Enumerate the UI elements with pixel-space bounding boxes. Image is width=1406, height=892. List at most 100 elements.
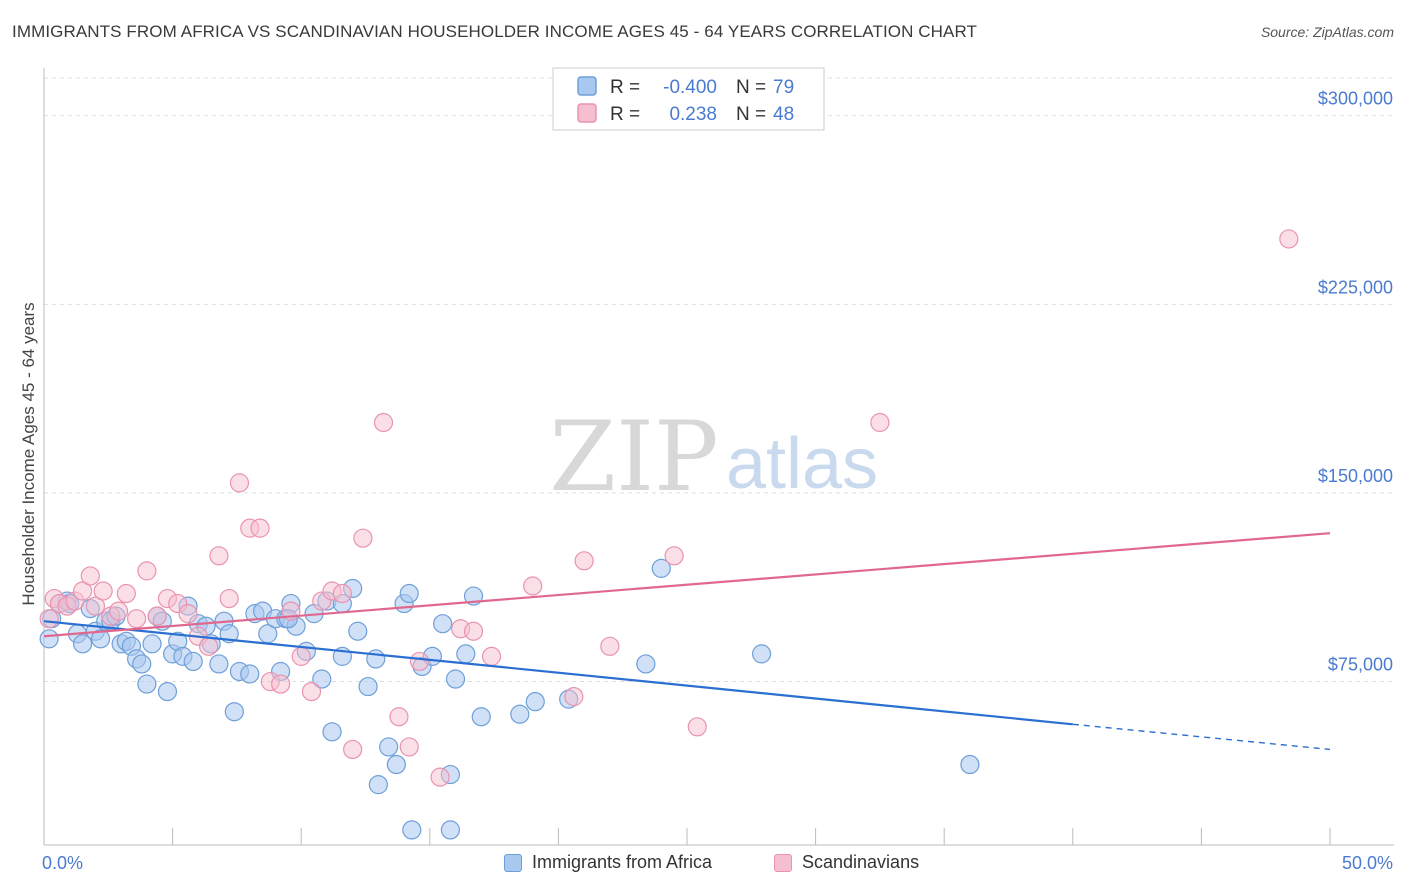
point-africa[interactable] <box>72 634 93 654</box>
point-africa[interactable] <box>471 707 491 727</box>
point-scandinavians[interactable] <box>373 412 394 433</box>
point-africa[interactable] <box>366 649 386 669</box>
point-scandinavians[interactable] <box>229 473 250 493</box>
legend-n-label: N = <box>736 77 766 98</box>
point-africa[interactable] <box>312 669 332 689</box>
legend-n-label: N = <box>736 104 766 125</box>
point-scandinavians[interactable] <box>600 636 620 656</box>
legend-stats-swatch-africa <box>577 76 597 96</box>
point-africa[interactable] <box>209 654 229 674</box>
point-scandinavians[interactable] <box>463 621 484 641</box>
trend-lines <box>43 532 1331 751</box>
point-scandinavians[interactable] <box>332 583 352 604</box>
point-scandinavians[interactable] <box>72 581 93 601</box>
point-africa[interactable] <box>445 669 466 689</box>
point-africa[interactable] <box>224 702 244 722</box>
legend-n-value: 48 <box>773 104 794 125</box>
point-africa[interactable] <box>440 820 460 840</box>
point-africa[interactable] <box>39 629 59 649</box>
grid-lines <box>44 77 1394 683</box>
point-scandinavians[interactable] <box>353 528 373 548</box>
point-scandinavians[interactable] <box>271 674 291 694</box>
point-scandinavians[interactable] <box>116 583 136 604</box>
point-scandinavians[interactable] <box>564 687 584 707</box>
point-scandinavians[interactable] <box>291 646 311 666</box>
point-scandinavians[interactable] <box>250 518 270 538</box>
legend-label-scandinavians: Scandinavians <box>802 852 920 872</box>
trend-line-africa <box>43 620 1073 726</box>
watermark-zip: ZIP <box>549 401 718 513</box>
point-africa[interactable] <box>510 704 530 724</box>
point-scandinavians[interactable] <box>409 651 430 672</box>
point-africa[interactable] <box>137 674 157 694</box>
watermark-atlas: atlas <box>726 424 878 504</box>
point-africa[interactable] <box>90 629 111 649</box>
point-africa[interactable] <box>240 664 260 684</box>
point-scandinavians[interactable] <box>343 739 363 760</box>
y-tick-label: $225,000 <box>1318 277 1393 297</box>
point-scandinavians[interactable] <box>178 604 198 624</box>
legend-stats: R = -0.400 N = 79 R = 0.238 N = 48 <box>552 67 825 131</box>
point-scandinavians[interactable] <box>108 601 129 621</box>
point-scandinavians[interactable] <box>523 576 543 596</box>
point-scandinavians[interactable] <box>209 546 229 566</box>
point-africa[interactable] <box>960 754 980 775</box>
point-scandinavians[interactable] <box>687 717 707 737</box>
y-axis-label: Householder Income Ages 45 - 64 years <box>19 302 38 605</box>
trend-line-africa-extension <box>1072 723 1331 751</box>
point-africa[interactable] <box>157 681 178 702</box>
point-africa[interactable] <box>386 754 406 775</box>
point-africa[interactable] <box>402 820 422 840</box>
point-africa[interactable] <box>142 634 162 654</box>
point-scandinavians[interactable] <box>137 561 157 581</box>
watermark: ZIP atlas <box>549 401 878 513</box>
point-africa[interactable] <box>379 737 399 757</box>
legend-stats-swatch-scandinavians <box>577 103 597 123</box>
point-africa[interactable] <box>132 654 152 674</box>
point-scandinavians[interactable] <box>301 681 322 702</box>
point-africa[interactable] <box>433 614 453 634</box>
point-africa[interactable] <box>751 644 772 664</box>
point-africa[interactable] <box>348 621 368 641</box>
point-scandinavians[interactable] <box>93 581 113 601</box>
legend-stats-box <box>552 67 825 131</box>
point-africa[interactable] <box>399 583 419 604</box>
y-tick-label: $75,000 <box>1328 655 1393 675</box>
point-scandinavians[interactable] <box>870 412 890 433</box>
axes: $75,000 $150,000 $225,000 $300,000 0.0% 50.0% <box>42 68 1394 873</box>
point-africa[interactable] <box>183 651 203 672</box>
legend-swatch-scandinavians <box>774 853 792 872</box>
point-scandinavians[interactable] <box>399 737 419 757</box>
source-label: Source: ZipAtlas.com <box>1260 24 1394 40</box>
point-africa[interactable] <box>368 775 388 795</box>
point-scandinavians[interactable] <box>219 588 239 609</box>
point-scandinavians[interactable] <box>85 596 106 616</box>
trend-line-scandinavians <box>43 532 1331 638</box>
legend-label-africa: Immigrants from Africa <box>532 852 713 872</box>
point-africa[interactable] <box>358 676 378 697</box>
legend-item-scandinavians[interactable]: Scandinavians <box>774 852 919 873</box>
point-scandinavians[interactable] <box>126 609 147 629</box>
point-africa[interactable] <box>322 722 342 742</box>
series-scandinavians-points <box>39 229 1299 787</box>
point-scandinavians[interactable] <box>481 646 502 666</box>
point-africa[interactable] <box>525 692 545 712</box>
point-scandinavians[interactable] <box>199 636 219 656</box>
point-africa[interactable] <box>456 644 476 664</box>
point-scandinavians[interactable] <box>39 609 59 629</box>
legend-r-value: 0.238 <box>669 104 717 125</box>
point-scandinavians[interactable] <box>664 546 684 566</box>
point-scandinavians[interactable] <box>1279 229 1299 249</box>
point-scandinavians[interactable] <box>574 551 594 571</box>
point-scandinavians[interactable] <box>389 707 409 727</box>
legend-item-africa[interactable]: Immigrants from Africa <box>504 852 712 873</box>
point-scandinavians[interactable] <box>147 606 167 626</box>
x-tick-label: 50.0% <box>1342 853 1393 873</box>
legend-r-value: -0.400 <box>663 77 717 98</box>
point-scandinavians[interactable] <box>80 566 100 586</box>
point-africa[interactable] <box>636 654 656 674</box>
point-scandinavians[interactable] <box>430 767 450 787</box>
point-africa[interactable] <box>651 558 671 578</box>
legend-r-label: R = <box>610 104 640 125</box>
